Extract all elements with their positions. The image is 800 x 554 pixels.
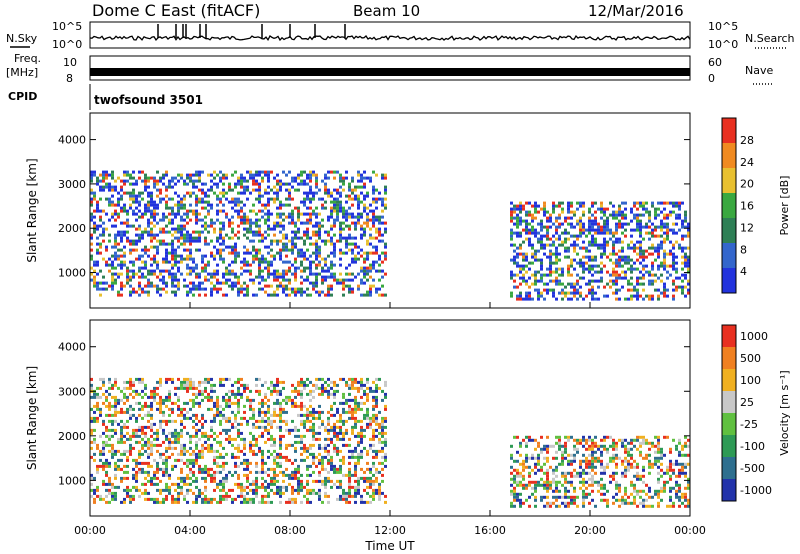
power-ytick-label: 3000 bbox=[58, 178, 86, 191]
velocity-colorbar-tick: -25 bbox=[740, 418, 758, 431]
velocity-colorbar-frame bbox=[721, 324, 737, 502]
freq-label: Freq. bbox=[14, 52, 41, 65]
power-colorbar-segment bbox=[722, 143, 736, 168]
velocity-colorbar-segment bbox=[722, 369, 736, 391]
freq-units-label: [MHz] bbox=[6, 66, 38, 79]
power-colorbar-segment bbox=[722, 268, 736, 293]
xtick-label: 00:00 bbox=[674, 524, 706, 537]
xtick-label: 04:00 bbox=[174, 524, 206, 537]
velocity-colorbar-segment bbox=[722, 413, 736, 435]
xtick-label: 20:00 bbox=[574, 524, 606, 537]
velocity-colorbar-tick: 1000 bbox=[740, 330, 768, 343]
xtick-label: 12:00 bbox=[374, 524, 406, 537]
velocity-ylabel: Slant Range [km] bbox=[25, 366, 39, 470]
power-colorbar-tick: 8 bbox=[740, 243, 747, 256]
power-panel: 1000 2000 3000 4000 Slant Range [km] 4 8 12 16 20… bbox=[25, 112, 791, 309]
xtick-label: 16:00 bbox=[474, 524, 506, 537]
velocity-colorbar-tick: 25 bbox=[740, 396, 754, 409]
nsky-label: N.Sky bbox=[6, 32, 38, 45]
cpid-value: twofsound 3501 bbox=[94, 93, 203, 107]
velocity-colorbar-segment bbox=[722, 457, 736, 479]
freq-trace bbox=[90, 68, 690, 76]
power-colorbar-segment bbox=[722, 193, 736, 218]
velocity-ytick-label: 2000 bbox=[58, 430, 86, 443]
power-echo-cells bbox=[90, 170, 690, 301]
xtick-label: 08:00 bbox=[274, 524, 306, 537]
velocity-ytick-label: 1000 bbox=[58, 474, 86, 487]
noise-tick-right-bottom: 10^0 bbox=[708, 38, 738, 51]
power-colorbar-segment bbox=[722, 243, 736, 268]
power-colorbar-label: Power [dB] bbox=[778, 176, 791, 236]
power-colorbar-frame bbox=[721, 117, 737, 294]
freq-tick-bottom: 8 bbox=[66, 72, 73, 85]
power-colorbar-tick: 20 bbox=[740, 178, 754, 191]
power-ytick-label: 2000 bbox=[58, 222, 86, 235]
velocity-colorbar-segment bbox=[722, 347, 736, 369]
noise-tick-left-bottom: 10^0 bbox=[52, 38, 82, 51]
power-colorbar-segment bbox=[722, 168, 736, 193]
velocity-colorbar-segment bbox=[722, 479, 736, 501]
freq-tick-top: 10 bbox=[63, 56, 77, 69]
power-ylabel: Slant Range [km] bbox=[25, 158, 39, 262]
velocity-colorbar-segment bbox=[722, 325, 736, 347]
power-colorbar-tick: 28 bbox=[740, 134, 754, 147]
power-colorbar-tick: 12 bbox=[740, 221, 754, 234]
nave-tick-bottom: 0 bbox=[708, 72, 715, 85]
power-ytick-label: 4000 bbox=[58, 134, 86, 147]
nsearch-label: N.Search bbox=[745, 32, 795, 45]
power-colorbar-segment bbox=[722, 118, 736, 143]
velocity-colorbar-tick: 100 bbox=[740, 374, 761, 387]
velocity-colorbar-segment bbox=[722, 435, 736, 457]
velocity-panel: 1000 2000 3000 4000 00:00 04:00 08:00 12:00 16:0… bbox=[25, 319, 791, 537]
velocity-ytick-label: 4000 bbox=[58, 341, 86, 354]
noise-panel-frame bbox=[89, 21, 691, 49]
velocity-ytick-label: 3000 bbox=[58, 385, 86, 398]
chart-title: Dome C East (fitACF) bbox=[92, 1, 260, 20]
power-ytick-label: 1000 bbox=[58, 267, 86, 280]
power-colorbar-tick: 24 bbox=[740, 156, 754, 169]
velocity-colorbar-tick: -500 bbox=[740, 462, 765, 475]
power-colorbar-segment bbox=[722, 218, 736, 243]
power-colorbar-tick: 16 bbox=[740, 200, 754, 213]
beam-label: Beam 10 bbox=[353, 2, 420, 20]
xtick-label: 00:00 bbox=[74, 524, 106, 537]
velocity-colorbar-segment bbox=[722, 391, 736, 413]
velocity-colorbar-tick: -100 bbox=[740, 440, 765, 453]
nave-tick-top: 60 bbox=[708, 56, 722, 69]
velocity-colorbar-tick: 500 bbox=[740, 352, 761, 365]
nave-label: Nave bbox=[745, 64, 773, 77]
velocity-colorbar-tick: -1000 bbox=[740, 484, 772, 497]
velocity-colorbar-label: Velocity [m s⁻¹] bbox=[778, 370, 791, 455]
noise-tick-left-top: 10^5 bbox=[52, 20, 82, 33]
power-colorbar-tick: 4 bbox=[740, 265, 747, 278]
xaxis-label: Time UT bbox=[364, 539, 415, 553]
cpid-label: CPID bbox=[8, 90, 37, 103]
noise-trace bbox=[89, 24, 691, 42]
noise-sky-line bbox=[89, 35, 691, 42]
velocity-echo-cells bbox=[90, 377, 690, 508]
noise-tick-right-top: 10^5 bbox=[708, 20, 738, 33]
date-label: 12/Mar/2016 bbox=[588, 2, 684, 20]
